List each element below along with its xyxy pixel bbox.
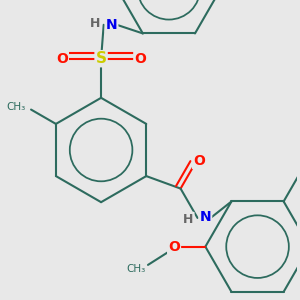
Text: H: H bbox=[89, 17, 100, 30]
Text: CH₃: CH₃ bbox=[126, 264, 146, 274]
Text: H: H bbox=[183, 213, 194, 226]
Text: O: O bbox=[168, 240, 180, 254]
Text: S: S bbox=[96, 51, 106, 66]
Text: N: N bbox=[200, 210, 211, 224]
Text: CH₃: CH₃ bbox=[7, 102, 26, 112]
Text: O: O bbox=[56, 52, 68, 66]
Text: O: O bbox=[134, 52, 146, 66]
Text: N: N bbox=[106, 18, 117, 32]
Text: O: O bbox=[193, 154, 205, 168]
